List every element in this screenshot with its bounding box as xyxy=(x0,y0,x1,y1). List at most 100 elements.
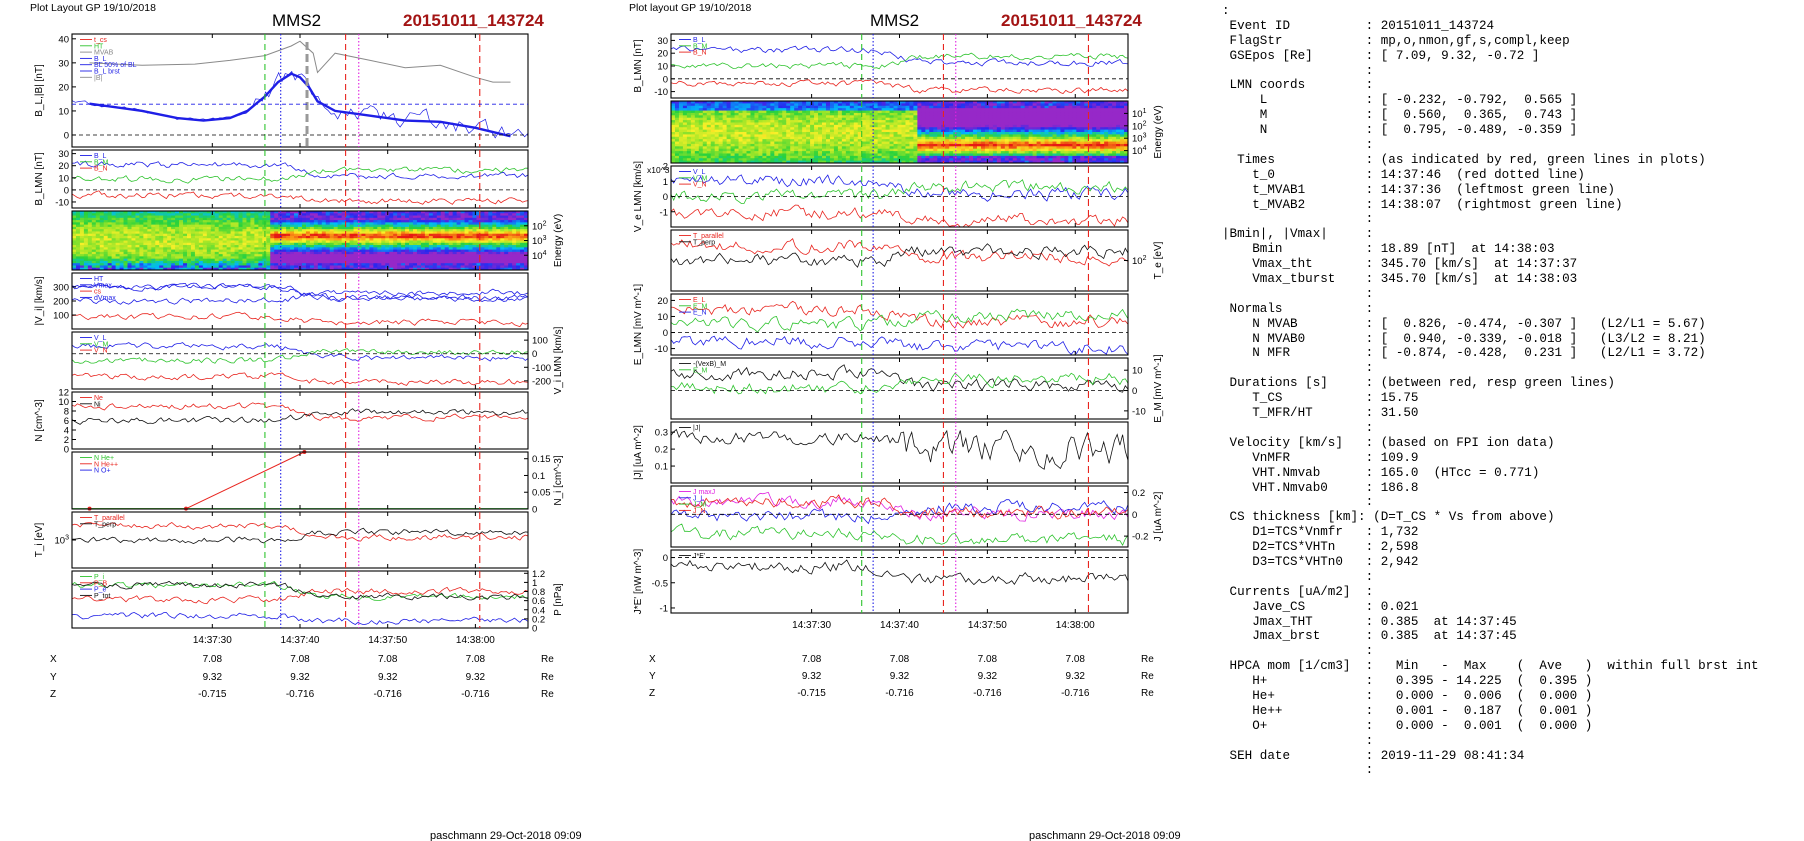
trace-0 xyxy=(71,342,529,362)
legend-label: MVAB xyxy=(94,50,114,57)
report-line: : xyxy=(1222,420,1374,435)
report-line: Jave_CS : 0.021 xyxy=(1222,599,1419,614)
y-tick-label: -1 xyxy=(660,603,668,614)
y-tick-label: 0.1 xyxy=(655,462,668,473)
figure-title: MMS2 xyxy=(870,11,919,30)
series-B_L-brst xyxy=(71,70,529,139)
legend-label: P_tot xyxy=(94,593,110,600)
report-line: LMN coords : xyxy=(1222,78,1374,93)
event-markers xyxy=(264,34,481,147)
y-axis-label: B_LMN [nT] xyxy=(633,39,644,93)
event-markers xyxy=(264,392,481,449)
report-line: T_MFR/HT : 31.50 xyxy=(1222,406,1419,421)
ephemeris-value: 9.32 xyxy=(978,671,998,682)
ephemeris-unit: Re xyxy=(541,672,554,683)
report-line: Vmax_tburst : 345.70 [km/s] at 14:38:03 xyxy=(1222,272,1578,287)
ephemeris-label: Y xyxy=(50,672,57,683)
y-tick-label: -200 xyxy=(532,376,551,387)
report-line: t_MVAB2 : 14:38:07 (rightmost green line… xyxy=(1222,197,1623,212)
series-N He++ xyxy=(89,451,305,510)
legend-label: B_L xyxy=(94,56,107,63)
ephemeris-value: -0.715 xyxy=(797,688,826,699)
report-line: Vmax_tht : 345.70 [km/s] at 14:37:37 xyxy=(1222,257,1578,272)
ephemeris-value: -0.716 xyxy=(286,689,315,700)
trace-3 xyxy=(71,580,529,601)
event-markers xyxy=(264,452,481,509)
ephemeris-label: X xyxy=(649,654,656,665)
report-line: He+ : 0.000 - 0.006 ( 0.000 ) xyxy=(1222,688,1593,703)
y-tick-label: 0 xyxy=(663,74,668,85)
y-axis-label: J [uA m^-2] xyxy=(1153,491,1164,541)
traces xyxy=(670,238,1129,268)
panel-right-1: B_LB_MB_N -10 010 20 30 B_LMN [nT] xyxy=(633,33,1129,99)
trace-3 xyxy=(670,494,1129,520)
panel-frame xyxy=(670,229,1129,292)
legend-label: P_i xyxy=(94,574,105,581)
traces xyxy=(670,300,1129,355)
trace-0 xyxy=(71,402,529,422)
report-line: Durations [s] : (between red, resp green… xyxy=(1222,376,1615,391)
traces xyxy=(71,580,529,626)
y-tick-label: 1 xyxy=(532,578,537,589)
panel-frame xyxy=(670,293,1129,356)
legend-label: B_N xyxy=(94,166,108,173)
trace-1 xyxy=(72,527,529,545)
y-tick-label: 103 xyxy=(55,535,70,547)
y-tick-label: 0.4 xyxy=(532,605,545,616)
ephemeris-value: 7.08 xyxy=(890,654,910,665)
trace-0 xyxy=(71,160,529,180)
panel-right-7: |J| 0.1 0.2 0.3 |J| [uA m^-2] xyxy=(633,421,1129,484)
y-tick-label: 1 xyxy=(663,177,668,188)
trace-1 xyxy=(71,288,529,305)
y-tick-label: 102 xyxy=(1132,255,1147,267)
report-line: N MVAB0 : [ 0.940, -0.339, -0.018 ] (L3/… xyxy=(1222,331,1706,346)
trace-0 xyxy=(670,174,1129,202)
y-tick-label: 12 xyxy=(58,388,69,399)
panel-left-9: P_iP_BP_eP_tot 00.20.40.60.811.2 P [nPa] xyxy=(71,569,564,635)
traces xyxy=(71,282,529,328)
ephemeris-label: Y xyxy=(649,671,656,682)
time-tick-label: 14:37:30 xyxy=(193,635,232,646)
y-axis-label: N_i [cm^-3] xyxy=(553,455,564,505)
trace-2 xyxy=(670,335,1129,355)
time-tick-label: 14:37:50 xyxy=(368,635,407,646)
traces xyxy=(670,45,1129,94)
y-axis-label: |J| [uA m^-2] xyxy=(633,425,644,480)
y-axis-label: T_e [eV] xyxy=(1153,241,1164,279)
y-axis-label: Energy (eV) xyxy=(553,214,564,267)
event-id: 20151011_143724 xyxy=(1001,11,1142,30)
ephemeris-value: -0.716 xyxy=(1061,688,1090,699)
trace-0 xyxy=(670,45,1129,67)
y-tick-label: 100 xyxy=(532,336,548,347)
y-tick-label: 20 xyxy=(58,82,69,93)
legend-label: E_N xyxy=(693,310,707,317)
trace-1 xyxy=(670,499,1129,525)
trace-3 xyxy=(71,282,529,302)
time-tick-label: 14:37:50 xyxy=(968,620,1007,631)
y-axis-label: B_LMN [nT] xyxy=(34,152,45,206)
trace-2 xyxy=(71,190,529,205)
trace-0 xyxy=(71,522,529,542)
traces xyxy=(71,342,529,386)
y-tick-label: 0 xyxy=(64,185,69,196)
y-tick-label: 6 xyxy=(64,416,69,427)
report-line: Jmax_brst : 0.385 at 14:37:45 xyxy=(1222,629,1517,644)
panel-frame xyxy=(670,33,1129,99)
report-line: : xyxy=(1222,63,1374,78)
y-tick-label: 0.2 xyxy=(655,445,668,456)
legend-label: T_parallel xyxy=(94,515,125,522)
time-tick-label: 14:38:00 xyxy=(456,635,495,646)
y-tick-label: 30 xyxy=(657,36,668,47)
ephemeris-value: 7.08 xyxy=(378,654,398,665)
event-markers xyxy=(861,294,1090,355)
report-line: t_MVAB1 : 14:37:36 (leftmost green line) xyxy=(1222,182,1615,197)
y-tick-label: 0.2 xyxy=(532,614,545,625)
trace-1 xyxy=(71,408,529,425)
y-tick-label: 0 xyxy=(1132,510,1137,521)
ephemeris-value: 9.32 xyxy=(890,671,910,682)
traces xyxy=(72,450,528,511)
panel-frame xyxy=(71,33,529,148)
report-line: : xyxy=(1222,569,1374,584)
